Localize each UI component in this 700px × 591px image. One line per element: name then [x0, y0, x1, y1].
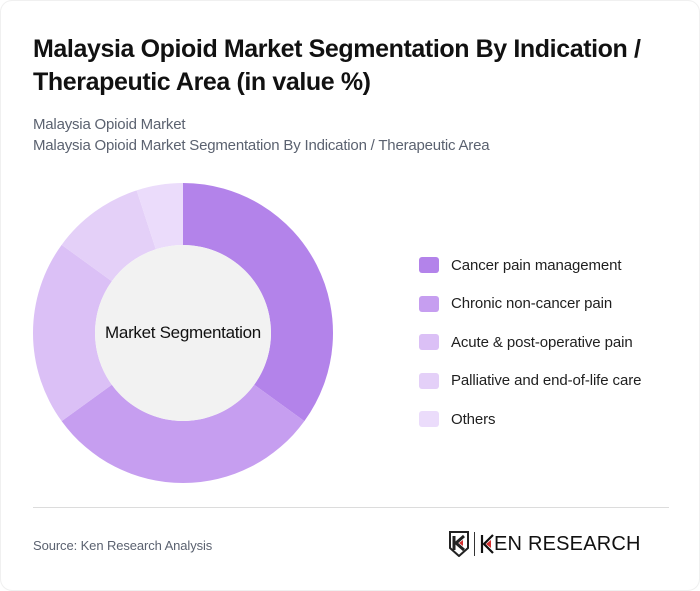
legend-swatch-icon: [419, 372, 439, 389]
legend-label: Chronic non-cancer pain: [451, 295, 613, 313]
ken-shield-icon: [449, 531, 469, 557]
donut-segment[interactable]: [183, 183, 333, 422]
ken-k-accent-icon: [480, 534, 494, 554]
legend-label: Acute & post-operative pain: [451, 333, 633, 351]
logo-text: EN RESEARCH: [494, 532, 641, 555]
donut-segment[interactable]: [61, 384, 305, 484]
subtitle-market: Malaysia Opioid Market: [33, 116, 186, 133]
legend-label: Others: [451, 410, 496, 428]
legend-swatch-icon: [419, 257, 439, 274]
donut-segment[interactable]: [61, 190, 156, 282]
chart-subtitle: Malaysia Opioid Market Malaysia Opioid M…: [33, 114, 673, 156]
legend-swatch-icon: [419, 334, 439, 351]
subtitle-segment: Malaysia Opioid Market Segmentation By I…: [33, 137, 490, 154]
donut-segment[interactable]: [136, 183, 183, 250]
legend-item[interactable]: Palliative and end-of-life care: [419, 362, 641, 401]
legend-item[interactable]: Cancer pain management: [419, 246, 641, 285]
legend-item[interactable]: Chronic non-cancer pain: [419, 285, 641, 324]
legend-item[interactable]: Others: [419, 400, 641, 439]
donut-center: [95, 245, 271, 421]
donut-chart: [32, 183, 333, 484]
logo-divider: [474, 532, 475, 556]
footer-divider: [33, 507, 669, 508]
legend-swatch-icon: [419, 295, 439, 312]
ken-research-logo: EN RESEARCH: [448, 531, 641, 557]
chart-title: Malaysia Opioid Market Segmentation By I…: [33, 35, 641, 96]
legend-swatch-icon: [419, 411, 439, 428]
chart-legend: Cancer pain management Chronic non-cancer…: [419, 246, 641, 439]
legend-item[interactable]: Acute & post-operative pain: [419, 323, 641, 362]
legend-label: Palliative and end-of-life care: [451, 372, 642, 390]
donut-segment[interactable]: [32, 244, 112, 422]
source-text: Source: Ken Research Analysis: [33, 538, 213, 553]
legend-label: Cancer pain management: [451, 256, 622, 274]
